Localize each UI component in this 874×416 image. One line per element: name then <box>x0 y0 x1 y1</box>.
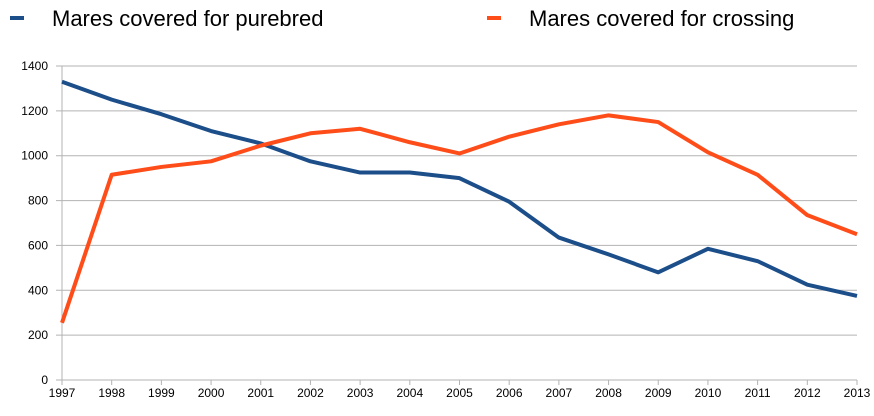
x-tick-label: 2001 <box>247 386 274 400</box>
x-tick-label: 2008 <box>595 386 622 400</box>
x-tick-label: 2004 <box>396 386 423 400</box>
y-tick-label: 0 <box>41 373 48 387</box>
y-tick-label: 1200 <box>21 104 48 118</box>
x-tick-label: 1998 <box>98 386 125 400</box>
y-tick-label: 800 <box>28 194 48 208</box>
x-tick-label: 2010 <box>695 386 722 400</box>
x-tick-label: 2002 <box>297 386 324 400</box>
y-tick-label: 200 <box>28 328 48 342</box>
x-tick-label: 2013 <box>844 386 871 400</box>
series-line <box>61 79 858 298</box>
x-tick-label: 1999 <box>148 386 175 400</box>
x-tick-label: 2000 <box>198 386 225 400</box>
y-tick-label: 1400 <box>21 59 48 73</box>
x-tick-label: 2009 <box>645 386 672 400</box>
x-tick-label: 1997 <box>49 386 76 400</box>
y-tick-label: 400 <box>28 283 48 297</box>
legend-label: Mares covered for crossing <box>529 6 794 31</box>
legend-label: Mares covered for purebred <box>52 6 323 31</box>
x-tick-label: 2011 <box>745 386 771 400</box>
x-tick-label: 2003 <box>347 386 374 400</box>
y-tick-label: 1000 <box>21 149 48 163</box>
y-tick-label: 600 <box>28 238 48 252</box>
x-tick-label: 2006 <box>496 386 523 400</box>
x-tick-label: 2012 <box>794 386 821 400</box>
x-tick-label: 2007 <box>546 386 573 400</box>
x-tick-label: 2005 <box>446 386 473 400</box>
series-line <box>60 113 858 324</box>
